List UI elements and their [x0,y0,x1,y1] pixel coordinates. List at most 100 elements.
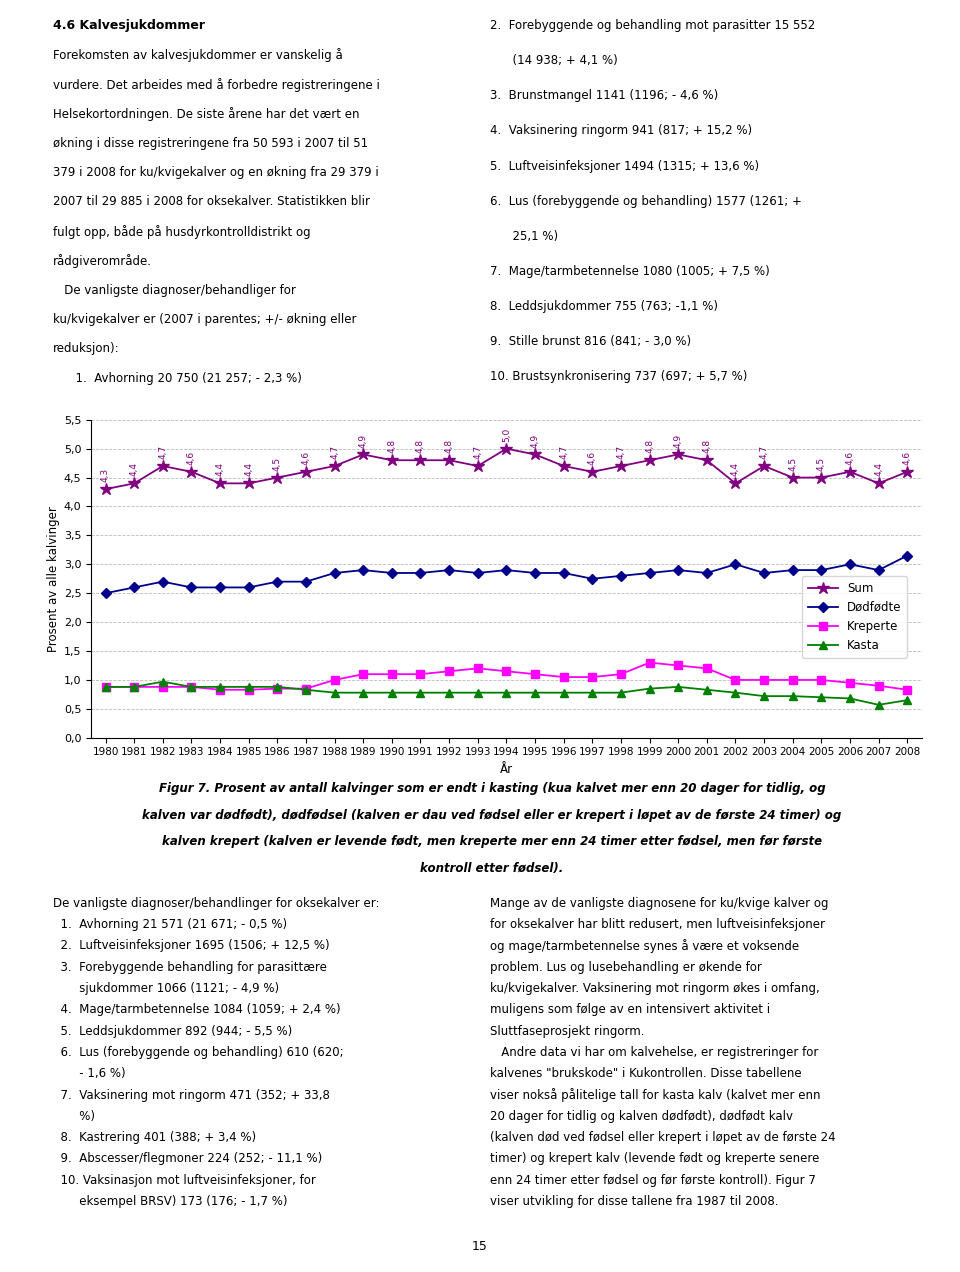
Text: 4.  Mage/tarmbetennelse 1084 (1059; + 2,4 %): 4. Mage/tarmbetennelse 1084 (1059; + 2,4… [53,1004,341,1016]
Dødfødte [787,562,799,577]
Kasta [558,686,569,701]
Line: Kreperte: Kreperte [102,659,911,695]
Sum [243,476,254,491]
Dødfødte [472,565,484,580]
Text: 4,7: 4,7 [759,445,769,459]
Text: kalven var dødfødt), dødfødsel (kalven er dau ved fødsel eller er krepert i løpe: kalven var dødfødt), dødfødsel (kalven e… [142,809,842,822]
Kreperte [901,682,913,697]
Sum [157,458,169,473]
Kreperte [357,667,369,682]
Text: 10. Vaksinasjon mot luftveisinfeksjoner, for: 10. Vaksinasjon mot luftveisinfeksjoner,… [53,1174,316,1187]
Text: økning i disse registreringene fra 50 593 i 2007 til 51: økning i disse registreringene fra 50 59… [53,136,368,150]
Text: og mage/tarmbetennelse synes å være et voksende: og mage/tarmbetennelse synes å være et v… [490,939,799,953]
Sum [644,453,656,468]
Dødfødte [615,569,627,584]
Kasta [615,686,627,701]
Text: 20 dager for tidlig og kalven dødfødt), dødfødt kalv: 20 dager for tidlig og kalven dødfødt), … [490,1109,793,1123]
Legend: Sum, Dødfødte, Kreperte, Kasta: Sum, Dødfødte, Kreperte, Kasta [803,576,907,658]
Text: 4,6: 4,6 [902,450,912,464]
Kreperte [300,681,312,696]
Text: 10. Brustsynkronisering 737 (697; + 5,7 %): 10. Brustsynkronisering 737 (697; + 5,7 … [490,370,747,383]
Text: problem. Lus og lusebehandling er økende for: problem. Lus og lusebehandling er økende… [490,960,761,973]
Text: 2007 til 29 885 i 2008 for oksekalver. Statistikken blir: 2007 til 29 885 i 2008 for oksekalver. S… [53,196,370,209]
Dødfødte [901,548,913,563]
Kreperte [415,667,426,682]
Kreperte [214,682,226,697]
Text: De vanligste diagnoser/behandliger for: De vanligste diagnoser/behandliger for [53,284,296,296]
Dødfødte [672,562,684,577]
Text: 4,8: 4,8 [703,439,711,453]
Text: 4,4: 4,4 [130,463,138,477]
Kasta [444,686,455,701]
Dødfødte [873,562,884,577]
Text: - 1,6 %): - 1,6 %) [53,1067,126,1080]
Kreperte [157,679,169,695]
Kreperte [558,669,569,684]
Text: 4,4: 4,4 [875,463,883,477]
Dødfødte [185,580,197,595]
Sum [901,464,913,480]
Text: 4,8: 4,8 [645,439,654,453]
Text: 4,3: 4,3 [101,468,110,482]
Kasta [873,697,884,712]
Text: fulgt opp, både på husdyrkontrolldistrikt og: fulgt opp, både på husdyrkontrolldistrik… [53,225,310,239]
Dødfødte [100,585,111,600]
Text: muligens som følge av en intensivert aktivitet i: muligens som følge av en intensivert akt… [490,1004,770,1016]
Text: 4.  Vaksinering ringorm 941 (817; + 15,2 %): 4. Vaksinering ringorm 941 (817; + 15,2 … [490,125,752,137]
Text: Mange av de vanligste diagnosene for ku/kvige kalver og: Mange av de vanligste diagnosene for ku/… [490,897,828,909]
Text: 5,0: 5,0 [502,427,511,441]
Kreperte [185,679,197,695]
Kasta [816,689,828,705]
Text: 4,4: 4,4 [216,463,225,477]
Text: 4,7: 4,7 [158,445,167,459]
Kasta [386,686,397,701]
Text: Figur 7. Prosent av antall kalvinger som er endt i kasting (kua kalvet mer enn 2: Figur 7. Prosent av antall kalvinger som… [158,782,826,795]
Text: (kalven død ved fødsel eller krepert i løpet av de første 24: (kalven død ved fødsel eller krepert i l… [490,1131,835,1144]
Text: kontroll etter fødsel).: kontroll etter fødsel). [420,861,564,875]
Dødfødte [329,565,341,580]
Dødfødte [500,562,512,577]
Kreperte [730,673,741,688]
Sum [672,446,684,462]
Dødfødte [386,565,397,580]
Kasta [500,686,512,701]
Text: 6.  Lus (forebyggende og behandling) 1577 (1261; +: 6. Lus (forebyggende og behandling) 1577… [490,195,802,207]
Text: vurdere. Det arbeides med å forbedre registreringene i: vurdere. Det arbeides med å forbedre reg… [53,78,379,92]
Text: viser utvikling for disse tallene fra 1987 til 2008.: viser utvikling for disse tallene fra 19… [490,1196,779,1208]
Kasta [529,686,540,701]
Dødfødte [357,562,369,577]
Dødfødte [587,571,598,586]
Kreperte [444,664,455,679]
Sum [185,464,197,480]
Text: 4,6: 4,6 [187,450,196,464]
Dødfødte [243,580,254,595]
Dødfødte [157,574,169,589]
Kasta [272,679,283,695]
Sum [558,458,569,473]
Text: 4,7: 4,7 [559,445,568,459]
Dødfødte [300,574,312,589]
Text: reduksjon):: reduksjon): [53,342,119,355]
Text: 1.  Avhorning 21 571 (21 671; - 0,5 %): 1. Avhorning 21 571 (21 671; - 0,5 %) [53,918,287,931]
Kreperte [615,667,627,682]
Kasta [844,691,855,706]
Text: 4,8: 4,8 [444,439,454,453]
Sum [587,464,598,480]
Kasta [587,686,598,701]
Kreperte [386,667,397,682]
Text: 4,5: 4,5 [817,457,826,471]
Kasta [157,674,169,689]
Text: Sluttfaseprosjekt ringorm.: Sluttfaseprosjekt ringorm. [490,1025,644,1038]
Kasta [243,679,254,695]
Text: kalvenes "brukskode" i Kukontrollen. Disse tabellene: kalvenes "brukskode" i Kukontrollen. Dis… [490,1067,802,1080]
Text: 4,9: 4,9 [674,434,683,448]
Text: 4,6: 4,6 [846,450,854,464]
Kasta [672,679,684,695]
Kasta [758,688,770,703]
Text: Helsekortordningen. De siste årene har det vært en: Helsekortordningen. De siste årene har d… [53,107,359,121]
Text: Forekomsten av kalvesjukdommer er vanskelig å: Forekomsten av kalvesjukdommer er vanske… [53,48,343,62]
Kasta [185,679,197,695]
Text: 3.  Brunstmangel 1141 (1196; - 4,6 %): 3. Brunstmangel 1141 (1196; - 4,6 %) [490,89,718,102]
Kasta [901,692,913,707]
Kreperte [329,673,341,688]
